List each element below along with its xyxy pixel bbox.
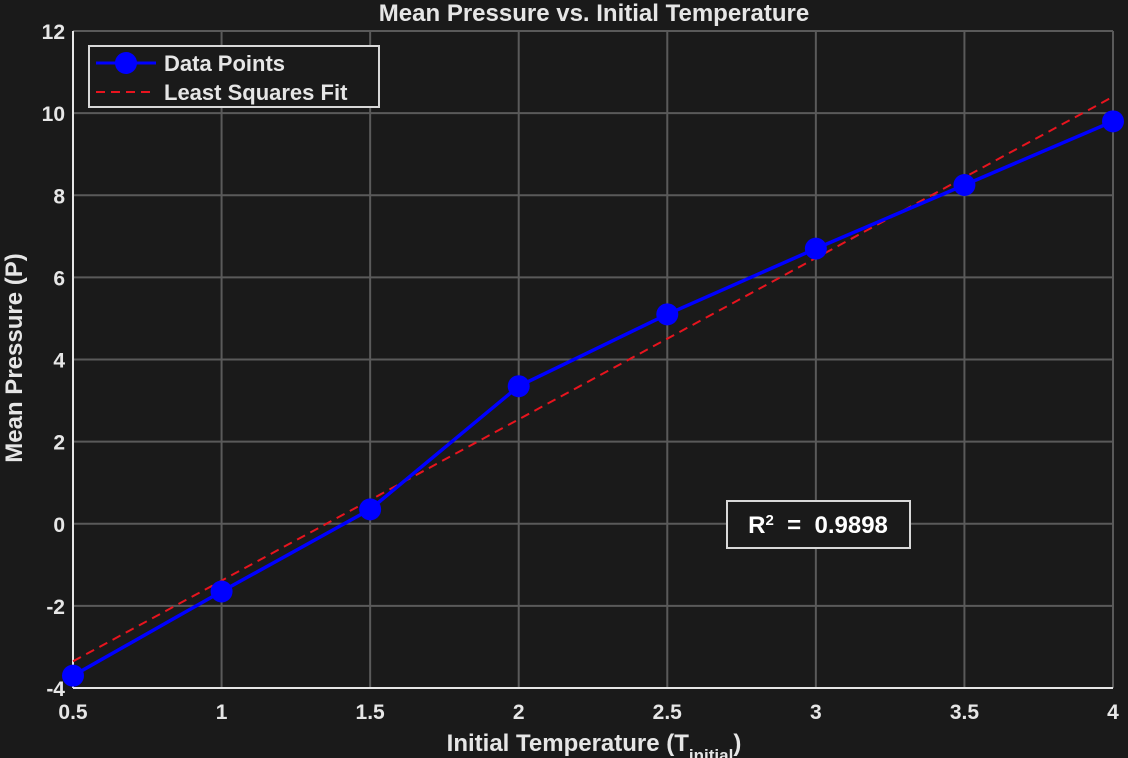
x-tick-label: 1 <box>216 701 228 724</box>
r2-annotation-box <box>726 500 911 549</box>
legend-marker-data-points <box>115 52 137 74</box>
x-tick-label: 1.5 <box>356 701 386 724</box>
r2-annotation-text: R2 = 0.9898 <box>748 512 888 540</box>
data-point-marker <box>953 173 976 196</box>
y-axis-label: Mean Pressure (P) <box>1 253 28 462</box>
series-data-points-line <box>72 119 1114 678</box>
series-layer <box>62 95 1124 687</box>
y-tick-label: -4 <box>46 678 65 701</box>
x-axis-label-end: ) <box>733 730 741 757</box>
data-point-marker <box>804 237 827 260</box>
y-tick-label: 0 <box>53 514 65 537</box>
data-point-marker <box>359 498 382 521</box>
r2-prefix: R <box>748 512 765 539</box>
x-axis-label: Initial Temperature (Tinitial) <box>447 730 742 758</box>
x-tick-label: 3.5 <box>950 701 980 724</box>
data-point-marker <box>656 303 679 326</box>
x-tick-label: 0.5 <box>58 701 88 724</box>
r2-value: = 0.9898 <box>774 512 888 539</box>
r2-superscript: 2 <box>765 512 773 529</box>
data-point-marker <box>62 664 84 687</box>
y-tick-label: 4 <box>53 350 65 373</box>
y-tick-label: 2 <box>53 432 65 455</box>
x-tick-label: 2.5 <box>653 701 683 724</box>
legend-box <box>88 45 380 108</box>
legend: Data Points Least Squares Fit <box>88 45 380 108</box>
x-tick-label: 4 <box>1107 701 1119 724</box>
y-tick-label: 10 <box>42 103 65 126</box>
r2-annotation: R2 = 0.9898 <box>726 500 911 549</box>
legend-label-least-squares-fit: Least Squares Fit <box>164 80 348 105</box>
y-tick-label: 6 <box>53 267 65 290</box>
x-axis-label-main: Initial Temperature (T <box>447 730 690 757</box>
x-tick-label: 2 <box>513 701 525 724</box>
data-point-marker <box>210 580 233 603</box>
x-axis-label-subscript: initial <box>689 746 733 758</box>
x-tick-label: 3 <box>810 701 822 724</box>
series-least-squares-fit <box>72 95 1114 663</box>
data-point-marker <box>507 375 530 398</box>
data-point-marker <box>1102 110 1124 133</box>
legend-label-data-points: Data Points <box>164 51 285 76</box>
y-tick-label: -2 <box>46 596 65 619</box>
axes: 0.5 1 1.5 2 2.5 3 3.5 4 -4 -2 0 2 4 6 8 10 12 <box>42 21 1120 724</box>
chart-title: Mean Pressure vs. Initial Temperature <box>379 0 809 27</box>
y-tick-label: 12 <box>42 21 65 44</box>
y-tick-label: 8 <box>53 185 65 208</box>
